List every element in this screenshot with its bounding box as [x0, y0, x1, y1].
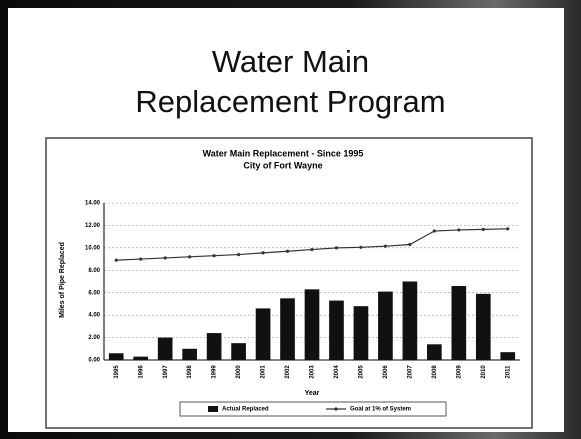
bar	[475, 293, 491, 360]
legend-label: Goal at 1% of System	[350, 407, 411, 413]
y-tick-label: 0.00	[88, 358, 100, 364]
slide-title-line: Replacement Program	[135, 84, 446, 119]
bar	[133, 356, 149, 360]
bar	[500, 352, 516, 360]
chart-frame	[45, 137, 533, 429]
line-marker	[359, 245, 363, 249]
x-tick-label: 2003	[310, 365, 316, 379]
line-marker	[212, 254, 216, 258]
line-marker	[163, 256, 167, 260]
x-tick-label: 2006	[383, 365, 389, 379]
line-marker	[310, 247, 314, 252]
x-axis-label: Year	[305, 390, 320, 397]
x-tick-label: 2002	[285, 365, 291, 379]
line-marker	[481, 227, 485, 231]
x-tick-label: 2004	[334, 365, 340, 379]
legend-label: Actual Replaced	[222, 407, 269, 413]
bar	[329, 300, 344, 360]
bar	[206, 333, 222, 360]
line-marker	[236, 252, 241, 257]
bar	[108, 353, 124, 360]
line-marker	[285, 249, 290, 253]
chart-subtitle: City of Fort Wayne	[243, 160, 322, 170]
chart-title: Water Main Replacement - Since 1995	[203, 148, 364, 158]
x-tick-label: 2008	[432, 365, 438, 379]
x-tick-label: 2009	[456, 365, 462, 379]
bar	[451, 285, 467, 360]
line-marker	[506, 227, 510, 231]
line-marker	[188, 255, 192, 259]
line-marker	[457, 228, 461, 232]
bar	[402, 281, 418, 360]
y-tick-label: 12.00	[85, 223, 101, 229]
y-tick-label: 6.00	[88, 290, 100, 296]
legend	[179, 401, 447, 417]
x-tick-label: 2000	[236, 365, 242, 379]
x-tick-label: 1998	[187, 365, 193, 379]
x-tick-label: 2005	[359, 365, 365, 379]
y-tick-label: 8.00	[88, 268, 100, 274]
bar	[427, 344, 442, 360]
x-tick-label: 2011	[505, 365, 511, 379]
y-tick-label: 10.00	[85, 245, 101, 251]
legend-swatch	[208, 406, 218, 412]
bar	[353, 306, 369, 360]
y-tick-label: 4.00	[88, 313, 100, 319]
line-marker	[334, 246, 339, 250]
x-tick-label: 1999	[212, 365, 218, 379]
x-tick-label: 2007	[407, 365, 413, 379]
x-tick-label: 1995	[114, 365, 120, 379]
line-marker	[408, 242, 412, 247]
x-tick-label: 1996	[138, 365, 144, 379]
bar	[280, 298, 295, 360]
line-marker	[139, 257, 143, 261]
bar	[157, 337, 173, 360]
bar	[255, 308, 271, 360]
x-tick-label: 1997	[163, 365, 169, 379]
slide-title-line: Water Main	[211, 44, 370, 79]
line-marker	[432, 229, 436, 233]
line-marker	[383, 244, 388, 248]
bar	[182, 348, 197, 360]
x-tick-label: 2001	[261, 365, 267, 379]
bar	[231, 343, 246, 360]
x-tick-label: 2010	[481, 365, 487, 379]
legend-swatch	[334, 407, 338, 411]
bar	[378, 291, 393, 360]
y-tick-label: 14.00	[85, 201, 101, 207]
y-axis-label: Miles of Pipe Replaced	[59, 242, 66, 318]
y-tick-label: 2.00	[88, 335, 100, 341]
line-marker	[114, 258, 118, 262]
line-marker	[261, 251, 265, 255]
bar	[304, 289, 320, 360]
